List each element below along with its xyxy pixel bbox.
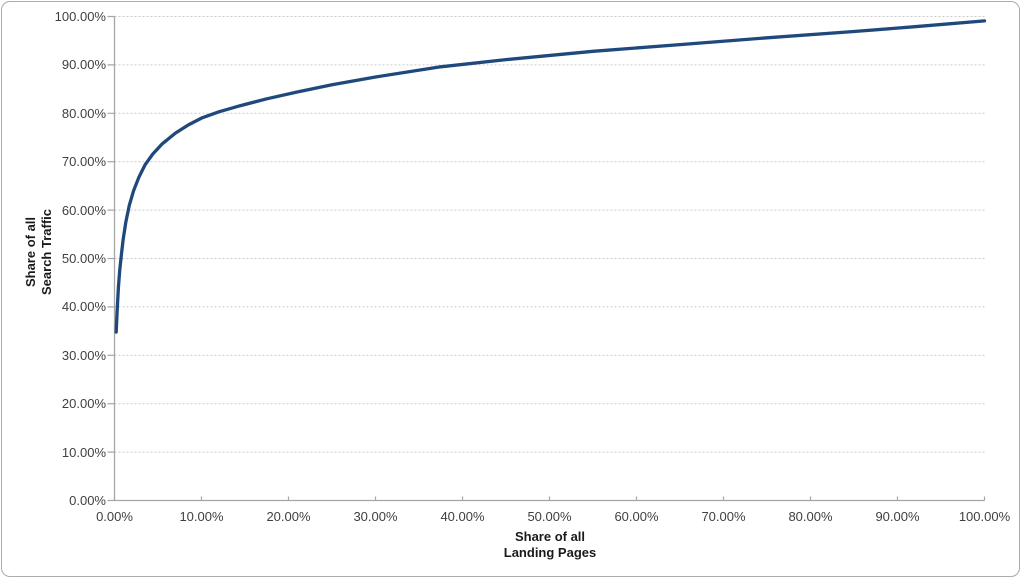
- y-tick-label: 60.00%: [61, 202, 106, 218]
- y-axis-title-line2: Search Traffic: [39, 209, 54, 295]
- y-tick-label: 70.00%: [61, 154, 106, 170]
- y-tick-label: 30.00%: [61, 347, 106, 363]
- y-tick-label: 100.00%: [54, 9, 106, 24]
- x-tick-label: 80.00%: [788, 509, 833, 524]
- y-tick-label: 40.00%: [61, 299, 106, 315]
- y-tick-label: 20.00%: [61, 396, 106, 412]
- x-tick-label: 90.00%: [875, 509, 920, 524]
- x-tick-label: 30.00%: [353, 509, 398, 524]
- y-axis-title-line1: Share of all: [23, 216, 38, 288]
- x-axis-title: Share of all Landing Pages: [450, 529, 650, 561]
- y-tick-label: 10.00%: [61, 444, 106, 460]
- x-axis-title-line2: Landing Pages: [503, 545, 597, 560]
- x-tick-label: 50.00%: [527, 509, 572, 524]
- x-tick-label: 60.00%: [614, 509, 659, 524]
- x-tick-label: 10.00%: [179, 509, 224, 524]
- x-tick-label: 0.00%: [96, 509, 133, 524]
- y-tick-label: 90.00%: [61, 57, 106, 73]
- x-tick-label: 70.00%: [701, 509, 746, 524]
- x-axis-title-line1: Share of all: [514, 529, 586, 544]
- y-tick-label: 0.00%: [69, 493, 106, 508]
- x-tick-label: 100.00%: [958, 509, 1011, 524]
- y-axis-title: Share of all Search Traffic: [23, 209, 55, 295]
- y-tick-label: 50.00%: [61, 251, 106, 266]
- data-series-line: [114, 19, 987, 334]
- x-tick-label: 20.00%: [266, 509, 311, 524]
- y-tick-label: 80.00%: [61, 105, 106, 121]
- x-tick-label: 40.00%: [440, 509, 485, 524]
